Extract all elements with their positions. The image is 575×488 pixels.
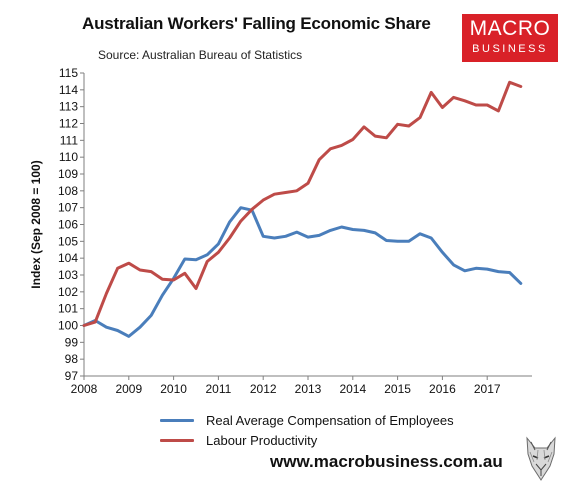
y-tick-label: 100	[58, 319, 78, 333]
y-tick-label: 111	[60, 133, 79, 147]
wolf-icon	[526, 436, 556, 481]
logo-line-1: MACRO	[469, 17, 551, 40]
logo-line-2: BUSINESS	[472, 43, 548, 55]
y-tick-label: 108	[58, 184, 78, 198]
y-tick-label: 103	[58, 268, 78, 282]
chart-subtitle: Source: Australian Bureau of Statistics	[98, 48, 303, 62]
x-tick-label: 2008	[71, 382, 98, 396]
chart-title: Australian Workers' Falling Economic Sha…	[82, 14, 431, 33]
x-tick-label: 2017	[474, 382, 501, 396]
y-tick-label: 109	[58, 167, 78, 181]
y-tick-label: 99	[65, 335, 79, 349]
y-tick-label: 102	[58, 285, 78, 299]
y-tick-label: 114	[59, 83, 78, 97]
legend-swatch-compensation	[160, 418, 194, 422]
axes	[80, 72, 532, 380]
y-tick-label: 105	[58, 234, 78, 248]
y-tick-label: 98	[65, 352, 79, 366]
series-lines	[82, 80, 523, 338]
y-tick-label: 104	[58, 251, 78, 265]
y-tick-label: 101	[58, 302, 78, 316]
y-tick-label: 107	[58, 201, 78, 215]
x-tick-label: 2015	[384, 382, 411, 396]
y-tick-label: 110	[59, 150, 78, 164]
legend-label-compensation: Real Average Compensation of Employees	[206, 412, 454, 428]
y-tick-label: 113	[59, 100, 78, 114]
legend-item-productivity: Labour Productivity	[160, 430, 454, 450]
x-tick-label: 2014	[339, 382, 366, 396]
legend-label-productivity: Labour Productivity	[206, 432, 318, 448]
macrobusiness-logo: MACRO BUSINESS	[462, 14, 558, 62]
x-tick-label: 2009	[115, 382, 142, 396]
x-tick-label: 2013	[295, 382, 322, 396]
legend: Real Average Compensation of Employees L…	[160, 410, 454, 450]
y-tick-label: 115	[59, 66, 78, 80]
x-tick-label: 2010	[160, 382, 187, 396]
series-line-productivity	[82, 80, 523, 327]
x-tick-label: 2012	[250, 382, 277, 396]
legend-swatch-productivity	[160, 438, 194, 442]
series-line-compensation	[82, 206, 523, 338]
legend-item-compensation: Real Average Compensation of Employees	[160, 410, 454, 430]
y-tick-label: 106	[58, 218, 78, 232]
x-tick-label: 2011	[205, 382, 231, 396]
x-tick-label: 2016	[429, 382, 456, 396]
website-url: www.macrobusiness.com.au	[270, 452, 503, 471]
y-axis-title: Index (Sep 2008 = 100)	[29, 160, 43, 288]
tick-labels: 97 98 99 100 101 102 103 104 105 106 107 108 109 110 1…	[58, 66, 501, 396]
y-tick-label: 97	[65, 369, 79, 383]
y-tick-label: 112	[59, 117, 78, 131]
